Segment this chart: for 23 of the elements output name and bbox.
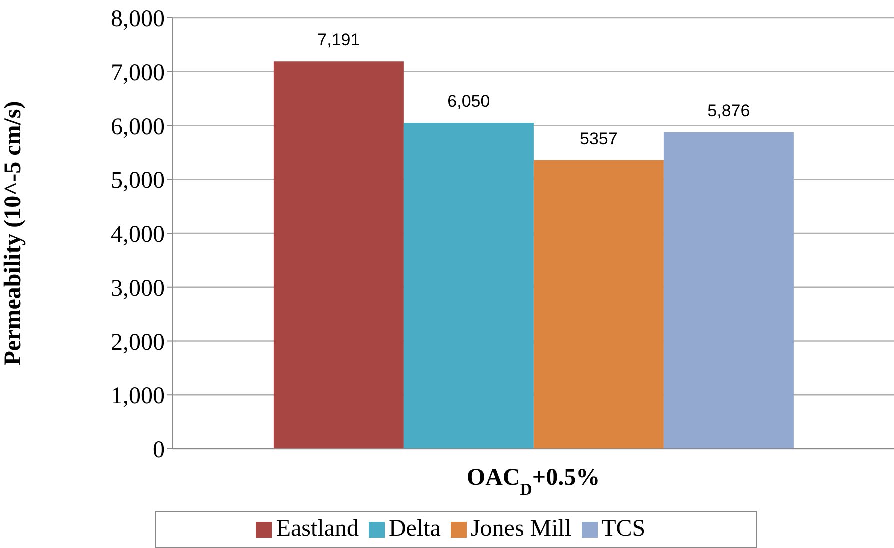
legend-label: Eastland: [276, 516, 359, 542]
bar: [404, 123, 534, 449]
y-tick-label: 0: [153, 438, 165, 464]
legend-label: TCS: [602, 516, 646, 542]
y-tick-label: 7,000: [111, 60, 165, 86]
y-tick-label: 5,000: [111, 168, 165, 194]
y-tick-label: 8,000: [111, 6, 165, 33]
y-tick-label: 2,000: [111, 330, 165, 356]
data-label: 6,050: [448, 92, 490, 112]
y-tick-label: 6,000: [111, 114, 165, 140]
y-tick-label: 3,000: [111, 276, 165, 302]
y-tick-label: 1,000: [111, 384, 165, 410]
bar: [664, 132, 794, 449]
legend-label: Delta: [388, 516, 441, 542]
data-label: 5,876: [708, 101, 750, 120]
data-label: 5357: [580, 129, 618, 148]
bar: [534, 160, 664, 449]
y-axis-title: Permeability (10^-5 cm/s): [0, 101, 27, 366]
legend-label: Jones Mill: [470, 516, 572, 542]
data-label: 7,191: [318, 30, 360, 50]
y-tick-label: 4,000: [111, 222, 165, 248]
bar: [274, 62, 404, 449]
x-tick-label: OAC$_{D}$+0.5%: [466, 465, 600, 498]
